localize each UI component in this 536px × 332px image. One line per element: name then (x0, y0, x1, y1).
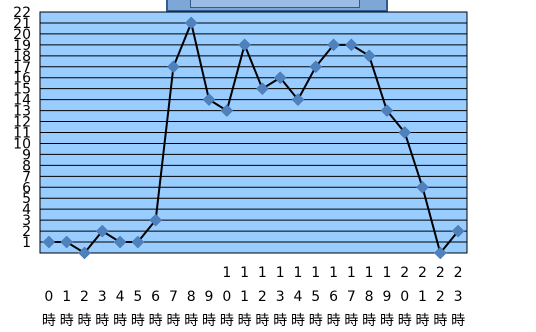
data-point (256, 82, 269, 96)
y-tick-label: 16 (13, 71, 31, 87)
data-point (202, 93, 216, 106)
data-point (184, 16, 198, 30)
y-tick-label: 12 (13, 115, 31, 131)
y-tick-label: 2 (22, 224, 31, 240)
y-tick-label: 19 (13, 38, 31, 54)
y-tick-label: 9 (22, 147, 31, 163)
y-tick-label: 1 (22, 235, 31, 251)
data-point (433, 246, 447, 260)
data-point (220, 104, 234, 117)
data-point (60, 235, 74, 249)
data-point (380, 104, 394, 117)
y-tick-label: 3 (22, 213, 31, 229)
y-tick-label: 17 (13, 60, 31, 76)
y-tick-label: 5 (22, 191, 31, 207)
y-tick-label: 14 (13, 93, 31, 109)
y-tick-label: 6 (22, 180, 31, 196)
data-point (451, 224, 465, 238)
y-tick-label: 18 (13, 49, 31, 65)
y-tick-label: 21 (13, 16, 31, 32)
y-tick-label: 4 (22, 202, 31, 218)
y-tick-label: 15 (13, 82, 31, 98)
data-point (131, 235, 145, 249)
y-tick-label: 13 (13, 104, 31, 120)
data-point (95, 224, 109, 238)
data-point (309, 60, 323, 74)
data-point (416, 180, 429, 194)
data-point (78, 246, 91, 260)
y-tick-label: 22 (13, 5, 31, 21)
y-tick-label: 10 (13, 136, 31, 152)
data-point (345, 38, 358, 52)
legend-inner (190, 0, 360, 8)
y-tick-label: 11 (13, 126, 31, 142)
y-tick-label: 7 (22, 169, 31, 185)
data-point (327, 38, 340, 52)
data-point (291, 93, 305, 106)
data-point (42, 235, 56, 249)
data-point (149, 213, 162, 227)
y-tick-label: 8 (22, 158, 31, 174)
y-tick-label: 20 (13, 27, 31, 43)
data-point (273, 71, 287, 85)
data-point (113, 235, 127, 249)
legend-box (166, 0, 388, 12)
data-point (362, 49, 376, 63)
data-point (238, 38, 251, 52)
data-point (398, 126, 412, 139)
data-point (167, 60, 180, 74)
